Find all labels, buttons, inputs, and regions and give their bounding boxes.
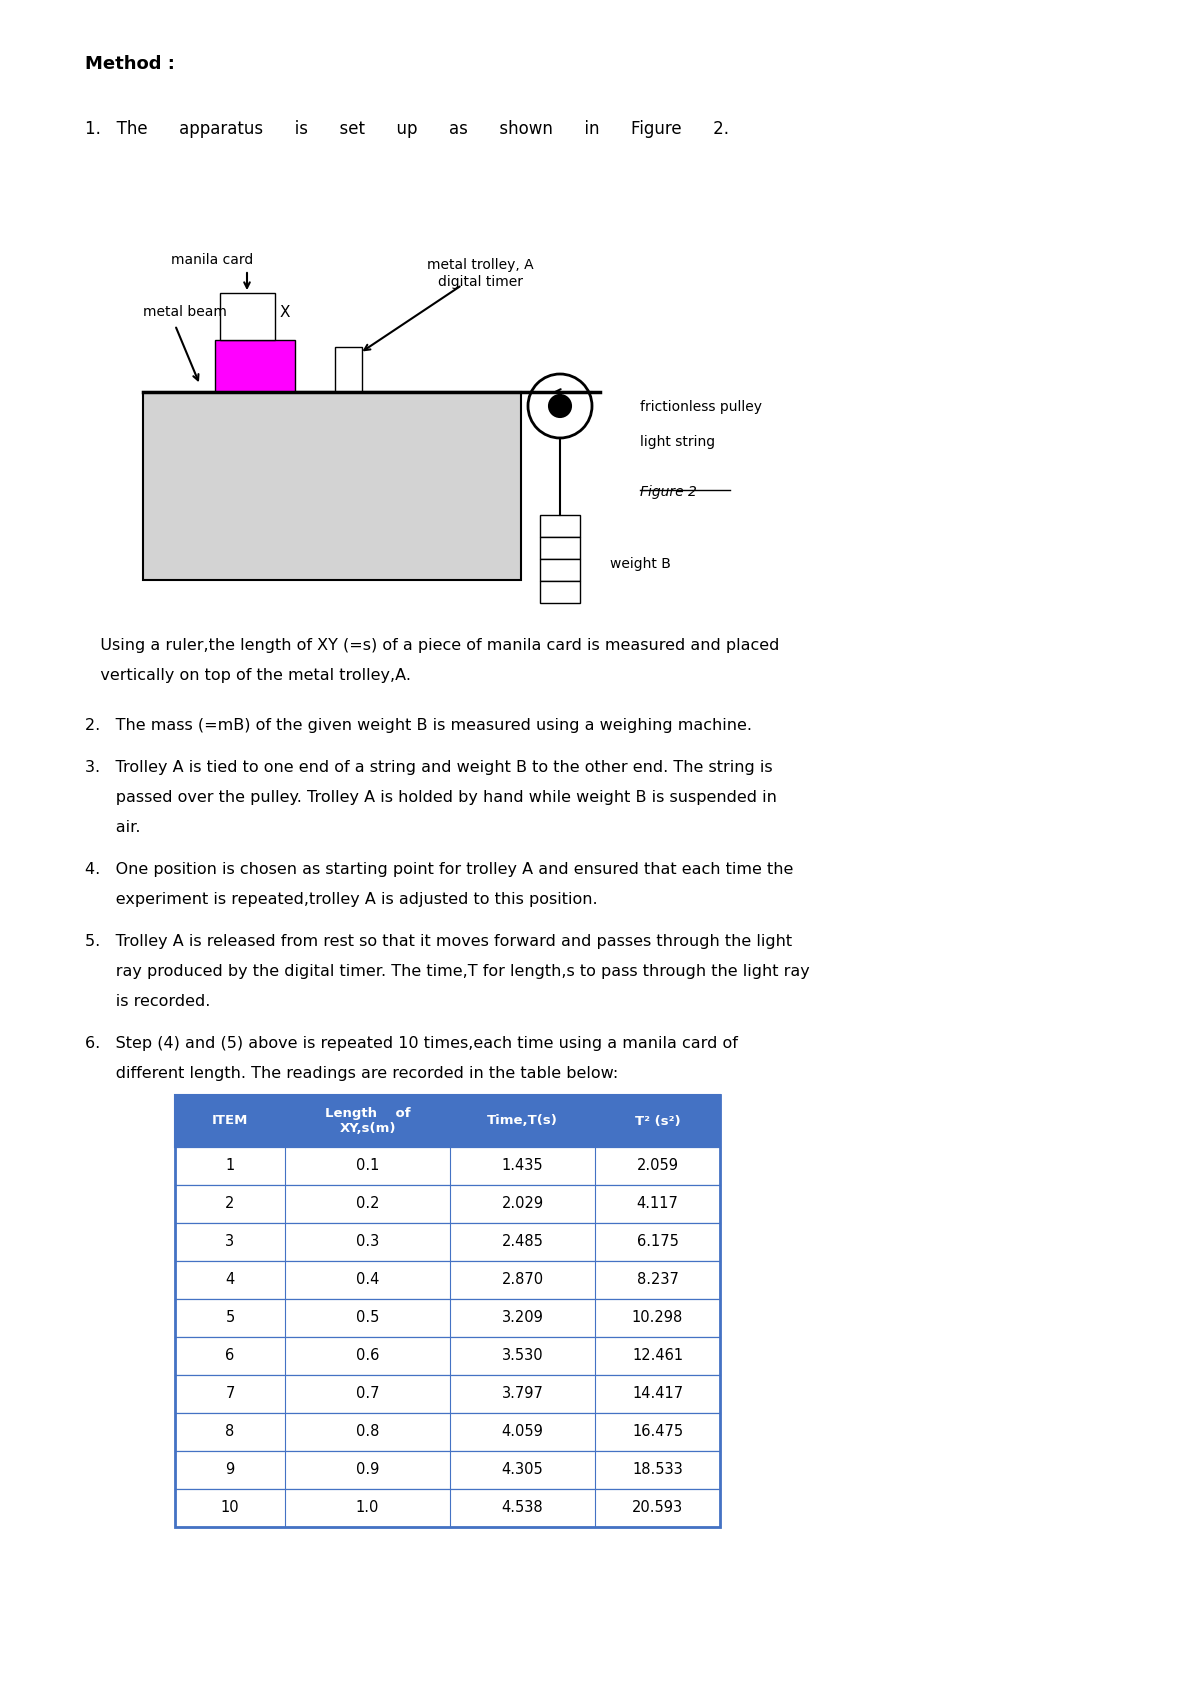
Text: 9: 9 [226, 1462, 235, 1477]
Text: 6.175: 6.175 [636, 1234, 678, 1250]
Text: T² (s²): T² (s²) [635, 1114, 680, 1127]
Text: ITEM: ITEM [212, 1114, 248, 1127]
Text: 3: 3 [226, 1234, 234, 1250]
Bar [175, 1413, 720, 1452]
Text: 2.   The mass (=mB) of the given weight B is measured using a weighing machine.: 2. The mass (=mB) of the given weight B … [85, 718, 752, 734]
Text: 6: 6 [226, 1348, 235, 1363]
Text: digital timer: digital timer [438, 275, 522, 289]
Text: 0.1: 0.1 [356, 1158, 379, 1173]
Text: Using a ruler,the length of XY (=s) of a piece of manila card is measured and pl: Using a ruler,the length of XY (=s) of a… [85, 638, 779, 654]
Text: 18.533: 18.533 [632, 1462, 683, 1477]
Bar [175, 1262, 720, 1299]
Bar [175, 1223, 720, 1262]
Bar [215, 340, 295, 392]
Text: 4.538: 4.538 [502, 1501, 544, 1516]
Text: X: X [280, 306, 290, 319]
Text: 0.3: 0.3 [356, 1234, 379, 1250]
Text: frictionless pulley: frictionless pulley [640, 401, 762, 414]
Text: 4.305: 4.305 [502, 1462, 544, 1477]
Text: vertically on top of the metal trolley,A.: vertically on top of the metal trolley,A… [85, 667, 410, 683]
Text: 0.9: 0.9 [356, 1462, 379, 1477]
Text: is recorded.: is recorded. [85, 993, 210, 1009]
Text: 4: 4 [226, 1272, 235, 1287]
Bar [335, 346, 362, 392]
Bar [220, 294, 275, 340]
Text: 2.059: 2.059 [636, 1158, 678, 1173]
Text: 2.485: 2.485 [502, 1234, 544, 1250]
Text: manila card: manila card [170, 253, 253, 267]
Text: metal trolley, A: metal trolley, A [427, 258, 533, 272]
Bar [540, 581, 580, 603]
Circle shape [528, 374, 592, 438]
Bar [175, 1375, 720, 1413]
Bar [175, 1148, 720, 1185]
Text: weight B: weight B [610, 557, 671, 571]
Bar [175, 1185, 720, 1223]
Text: 1.0: 1.0 [356, 1501, 379, 1516]
Text: metal beam: metal beam [143, 306, 227, 319]
Bar [540, 559, 580, 581]
Text: 0.8: 0.8 [356, 1425, 379, 1440]
Text: Time,T(s): Time,T(s) [487, 1114, 558, 1127]
Text: 0.6: 0.6 [356, 1348, 379, 1363]
Text: 2.870: 2.870 [502, 1272, 544, 1287]
Text: 3.530: 3.530 [502, 1348, 544, 1363]
Bar [540, 514, 580, 537]
Text: 8: 8 [226, 1425, 235, 1440]
Text: 1.435: 1.435 [502, 1158, 544, 1173]
Text: 3.209: 3.209 [502, 1311, 544, 1326]
Text: light string: light string [640, 435, 715, 448]
Text: 0.2: 0.2 [355, 1197, 379, 1211]
Bar [175, 1095, 720, 1527]
Text: 6.   Step (4) and (5) above is repeated 10 times,each time using a manila card o: 6. Step (4) and (5) above is repeated 10… [85, 1036, 738, 1051]
Text: experiment is repeated,trolley A is adjusted to this position.: experiment is repeated,trolley A is adju… [85, 891, 598, 907]
Bar [143, 392, 521, 581]
Text: Length    of
XY,s(m): Length of XY,s(m) [325, 1107, 410, 1134]
Text: 3.   Trolley A is tied to one end of a string and weight B to the other end. The: 3. Trolley A is tied to one end of a str… [85, 761, 773, 774]
Text: 4.059: 4.059 [502, 1425, 544, 1440]
Text: 10: 10 [221, 1501, 239, 1516]
Bar [540, 537, 580, 559]
Text: 0.4: 0.4 [356, 1272, 379, 1287]
Bar [175, 1299, 720, 1336]
Text: 0.5: 0.5 [356, 1311, 379, 1326]
Text: 12.461: 12.461 [632, 1348, 683, 1363]
Text: 3.797: 3.797 [502, 1387, 544, 1401]
Text: 7: 7 [226, 1387, 235, 1401]
Text: 2: 2 [226, 1197, 235, 1211]
Text: 20.593: 20.593 [632, 1501, 683, 1516]
Bar [175, 1452, 720, 1489]
Text: passed over the pulley. Trolley A is holded by hand while weight B is suspended : passed over the pulley. Trolley A is hol… [85, 790, 776, 805]
Text: 8.237: 8.237 [636, 1272, 678, 1287]
Text: 16.475: 16.475 [632, 1425, 683, 1440]
Text: 10.298: 10.298 [632, 1311, 683, 1326]
Text: different length. The readings are recorded in the table below:: different length. The readings are recor… [85, 1066, 618, 1082]
Text: 1.   The      apparatus      is      set      up      as      shown      in     : 1. The apparatus is set up as shown in [85, 121, 730, 138]
Text: ray produced by the digital timer. The time,T for length,s to pass through the l: ray produced by the digital timer. The t… [85, 964, 810, 980]
Text: Figure 2: Figure 2 [640, 486, 697, 499]
Text: 4.117: 4.117 [636, 1197, 678, 1211]
Text: 5.   Trolley A is released from rest so that it moves forward and passes through: 5. Trolley A is released from rest so th… [85, 934, 792, 949]
Text: 1: 1 [226, 1158, 235, 1173]
Circle shape [550, 396, 571, 418]
Text: 0.7: 0.7 [355, 1387, 379, 1401]
Bar [175, 1336, 720, 1375]
Text: 14.417: 14.417 [632, 1387, 683, 1401]
Text: air.: air. [85, 820, 140, 835]
Bar [175, 1489, 720, 1527]
Text: 5: 5 [226, 1311, 235, 1326]
Text: 4.   One position is chosen as starting point for trolley A and ensured that eac: 4. One position is chosen as starting po… [85, 863, 793, 876]
Text: Method :: Method : [85, 54, 175, 73]
Text: 2.029: 2.029 [502, 1197, 544, 1211]
Bar [175, 1095, 720, 1148]
